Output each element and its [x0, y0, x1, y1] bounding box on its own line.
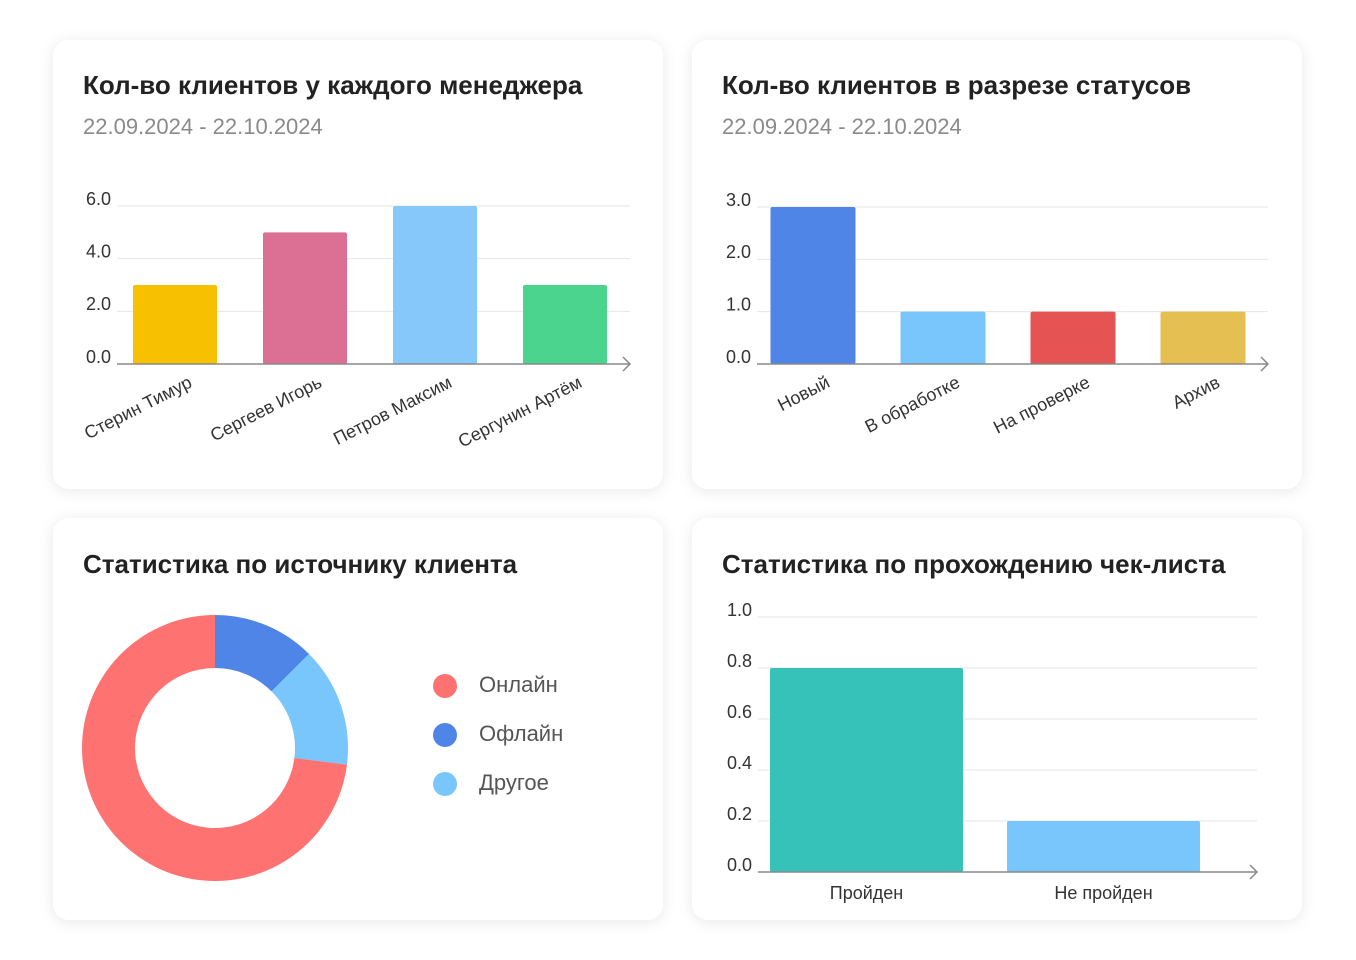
y-tick-label: 0.4	[727, 753, 752, 773]
bar	[1030, 311, 1116, 364]
legend-label: Офлайн	[479, 721, 563, 746]
y-tick-label: 2.0	[726, 242, 751, 262]
card	[692, 40, 1302, 489]
bar	[133, 285, 217, 364]
chart-title: Кол-во клиентов в разрезе статусов	[722, 70, 1191, 100]
bar	[770, 668, 963, 872]
donut-slice	[215, 615, 310, 692]
bar	[523, 285, 607, 364]
chart-subtitle: 22.09.2024 - 22.10.2024	[83, 114, 323, 139]
bar	[770, 207, 856, 364]
chart-title: Кол-во клиентов у каждого менеджера	[83, 70, 583, 100]
bar	[900, 311, 986, 364]
donut-slice	[82, 615, 347, 881]
y-tick-label: 0.0	[86, 347, 111, 367]
y-tick-label: 0.8	[727, 651, 752, 671]
legend-swatch	[433, 772, 457, 796]
y-tick-label: 1.0	[727, 600, 752, 620]
chart-title: Статистика по прохождению чек-листа	[722, 549, 1226, 579]
chart-subtitle: 22.09.2024 - 22.10.2024	[722, 114, 962, 139]
bar	[1160, 311, 1246, 364]
y-tick-label: 0.0	[727, 855, 752, 875]
x-tick-label: Не пройден	[1054, 883, 1152, 903]
y-tick-label: 1.0	[726, 294, 751, 314]
y-tick-label: 0.6	[727, 702, 752, 722]
axis-arrow	[622, 356, 632, 372]
bar	[263, 232, 347, 364]
y-tick-label: 4.0	[86, 241, 111, 261]
legend-swatch	[433, 723, 457, 747]
y-tick-label: 3.0	[726, 190, 751, 210]
bar	[393, 206, 477, 364]
legend-label: Онлайн	[479, 672, 558, 697]
axis-arrow	[1249, 864, 1259, 880]
y-tick-label: 2.0	[86, 294, 111, 314]
bar	[1007, 821, 1200, 872]
card	[53, 40, 663, 489]
y-tick-label: 6.0	[86, 189, 111, 209]
y-tick-label: 0.0	[726, 347, 751, 367]
x-tick-label: Пройден	[830, 883, 903, 903]
donut-slice	[271, 653, 348, 765]
chart-title: Статистика по источнику клиента	[83, 549, 518, 579]
axis-arrow	[1260, 356, 1270, 372]
legend-label: Другое	[479, 770, 549, 795]
legend-swatch	[433, 674, 457, 698]
y-tick-label: 0.2	[727, 804, 752, 824]
